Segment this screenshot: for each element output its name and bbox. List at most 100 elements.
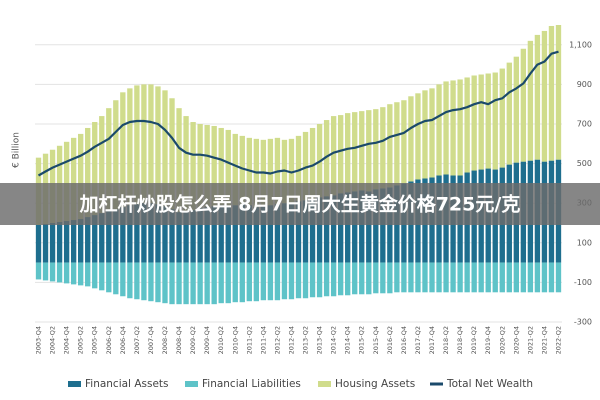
x-tick-label: 2012-Q4 <box>287 326 295 354</box>
bar <box>218 205 224 263</box>
bar <box>120 262 126 297</box>
bar <box>218 127 224 206</box>
bar <box>373 262 379 294</box>
bar <box>478 74 484 170</box>
bar <box>436 84 442 176</box>
bar <box>541 30 548 162</box>
x-tick-label: 2018-Q2 <box>442 326 450 354</box>
bar <box>274 204 281 263</box>
bar <box>190 210 196 263</box>
bar <box>492 262 498 293</box>
x-tick-label: 2008-Q4 <box>175 326 183 354</box>
bar <box>253 207 260 263</box>
bar <box>380 107 386 189</box>
bar <box>323 196 330 263</box>
y-tick-label: 1,100 <box>569 40 592 49</box>
bar <box>134 204 140 263</box>
bar <box>359 262 365 295</box>
bar <box>106 108 112 212</box>
bar <box>520 262 527 293</box>
y-tick-label: 500 <box>577 159 592 168</box>
x-tick-label: 2009-Q2 <box>189 326 197 354</box>
bar <box>232 205 238 263</box>
bar <box>134 262 140 300</box>
bar <box>141 203 147 263</box>
bar <box>56 262 63 283</box>
bar <box>541 262 548 293</box>
x-tick-label: 2010-Q4 <box>231 326 239 354</box>
bar <box>49 223 56 263</box>
x-tick-label: 2021-Q2 <box>526 326 534 354</box>
bar <box>506 262 512 293</box>
y-tick-label: -300 <box>574 318 592 327</box>
x-tick-label: 2015-Q2 <box>358 326 366 354</box>
bar <box>204 124 210 208</box>
bar <box>197 262 203 305</box>
bar <box>443 262 449 293</box>
bar <box>401 262 407 293</box>
bar <box>246 262 252 302</box>
bar <box>415 93 421 180</box>
bar <box>436 262 442 293</box>
bar <box>513 262 519 293</box>
bar <box>183 116 189 213</box>
bar <box>359 190 365 263</box>
y-axis-label: € Billion <box>12 132 22 168</box>
bar <box>345 192 351 263</box>
x-tick-label: 2012-Q2 <box>273 326 281 354</box>
bar <box>155 86 161 205</box>
bar <box>113 100 119 210</box>
bar <box>42 223 49 263</box>
bar <box>457 262 463 293</box>
bar <box>106 211 112 263</box>
x-tick-label: 2013-Q2 <box>302 326 310 354</box>
bar <box>197 208 203 263</box>
bar <box>70 262 77 285</box>
x-tick-label: 2006-Q4 <box>119 326 127 354</box>
bar <box>302 262 309 299</box>
bar <box>295 135 302 202</box>
bar <box>352 191 358 263</box>
x-tick-label: 2004-Q2 <box>49 326 57 354</box>
bar <box>239 135 245 205</box>
bar <box>176 108 182 213</box>
bar <box>176 262 182 305</box>
bar <box>183 262 189 305</box>
bar <box>197 124 203 209</box>
bar <box>323 120 330 197</box>
bar <box>450 262 456 293</box>
bar <box>499 68 505 168</box>
bar <box>302 200 309 263</box>
x-tick-label: 2013-Q4 <box>316 326 324 354</box>
bar <box>499 262 505 293</box>
bar <box>211 125 217 207</box>
bar <box>169 262 175 305</box>
x-tick-label: 2020-Q4 <box>512 326 520 354</box>
bar <box>183 212 189 263</box>
legend-swatch <box>185 381 198 387</box>
bar <box>169 98 175 210</box>
bar <box>394 102 400 186</box>
x-tick-label: 2018-Q4 <box>456 326 464 354</box>
bar <box>148 84 154 204</box>
bar <box>246 205 252 263</box>
x-tick-label: 2014-Q2 <box>330 326 338 354</box>
bar <box>106 262 112 293</box>
y-tick-label: 700 <box>577 120 592 129</box>
x-tick-label: 2007-Q2 <box>133 326 141 354</box>
bar <box>555 262 562 293</box>
bar <box>225 206 231 263</box>
bar <box>99 213 105 263</box>
x-tick-label: 2021-Q4 <box>540 326 548 354</box>
bar <box>204 207 210 263</box>
legend-label: Financial Assets <box>85 378 169 390</box>
bar <box>155 262 161 303</box>
bar <box>85 262 91 287</box>
bar <box>387 104 393 188</box>
x-tick-label: 2007-Q4 <box>147 326 155 354</box>
legend-label: Total Net Wealth <box>446 378 533 390</box>
bar <box>155 204 161 263</box>
x-tick-label: 2011-Q2 <box>245 326 253 354</box>
bar <box>267 205 274 263</box>
